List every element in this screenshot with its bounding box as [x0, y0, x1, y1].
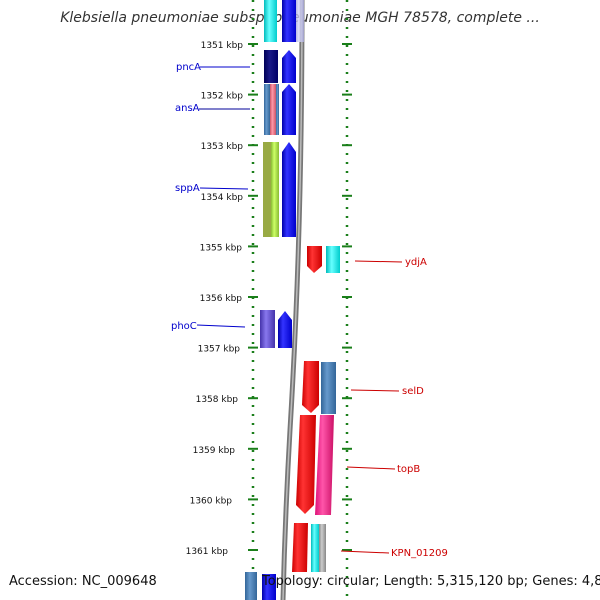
- gene-arrow-pncA[interactable]: [282, 50, 296, 83]
- tick-label: 1351 kbp: [201, 41, 244, 51]
- gene-block-ydjA-cyan[interactable]: [326, 246, 340, 273]
- gene-block-sppA-lime[interactable]: [271, 142, 279, 237]
- gene-label-selD[interactable]: selD: [402, 386, 424, 397]
- gene-block-top-cyan[interactable]: [264, 0, 277, 42]
- gene-arrow-ydjA[interactable]: [307, 246, 322, 273]
- gene-label-phoC[interactable]: phoC: [171, 321, 197, 332]
- gene-block-KPN-gray[interactable]: [319, 524, 326, 572]
- gene-block-KPN-cyan[interactable]: [311, 524, 319, 572]
- gene-label-pncA[interactable]: pncA: [176, 62, 201, 73]
- gene-label-KPN_01209[interactable]: KPN_01209: [391, 548, 448, 559]
- tick-label: 1361 kbp: [186, 547, 229, 557]
- gene-block-top-lav[interactable]: [296, 0, 304, 42]
- tick-label: 1355 kbp: [200, 243, 243, 253]
- gene-block-phoC-purple[interactable]: [260, 310, 275, 348]
- tick-label: 1352 kbp: [201, 92, 244, 102]
- gene-block-pncA-navy[interactable]: [264, 50, 278, 83]
- gene-arrow-selD[interactable]: [302, 361, 319, 413]
- tick-label: 1359 kbp: [193, 446, 236, 456]
- gene-arrow-phoC[interactable]: [278, 311, 292, 348]
- accession-label: Accession: NC_009648: [9, 574, 157, 589]
- tick-label: 1353 kbp: [201, 142, 244, 152]
- scale-ticks: 1351 kbp 1352 kbp 1353 kbp 1354 kbp 1355 kbp…: [186, 41, 352, 557]
- gene-block-selD-steel[interactable]: [321, 362, 336, 414]
- gene-block-bottom-steel[interactable]: [245, 572, 257, 600]
- tick-label: 1357 kbp: [198, 345, 241, 355]
- tick-label: 1358 kbp: [196, 395, 239, 405]
- gene-arrow-ansA[interactable]: [282, 84, 296, 135]
- gene-arrow-KPN_01209[interactable]: [292, 523, 308, 572]
- gene-block-bottom-blue[interactable]: [262, 574, 276, 600]
- tick-label: 1356 kbp: [200, 294, 243, 304]
- gene-block-topB-pink[interactable]: [315, 415, 334, 515]
- gene-block-ansA-salmon[interactable]: [270, 84, 276, 135]
- gene-arrow-topB[interactable]: [296, 415, 316, 514]
- gene-leader-lines: [196, 66, 403, 554]
- gene-label-ydjA[interactable]: ydjA: [405, 257, 427, 268]
- gene-block-ansA-steel[interactable]: [264, 84, 270, 135]
- gene-block-sppA-olive[interactable]: [263, 142, 271, 237]
- gene-label-topB[interactable]: topB: [397, 464, 420, 475]
- topology-label: Topology: circular; Length: 5,315,120 bp…: [262, 574, 600, 589]
- gene-block-top-blue[interactable]: [282, 0, 296, 42]
- gene-labels: pncA ansA sppA phoC ydjA selD topB KPN_0…: [171, 62, 448, 559]
- gene-arrow-sppA[interactable]: [282, 142, 296, 237]
- gene-features: [245, 0, 340, 600]
- tick-label: 1354 kbp: [201, 193, 244, 203]
- genome-backbone-highlight: [282, 0, 303, 600]
- gene-block-ansA-lightsteel[interactable]: [276, 84, 279, 135]
- tick-label: 1360 kbp: [190, 496, 233, 506]
- gene-label-sppA[interactable]: sppA: [175, 183, 200, 194]
- gene-label-ansA[interactable]: ansA: [175, 103, 200, 114]
